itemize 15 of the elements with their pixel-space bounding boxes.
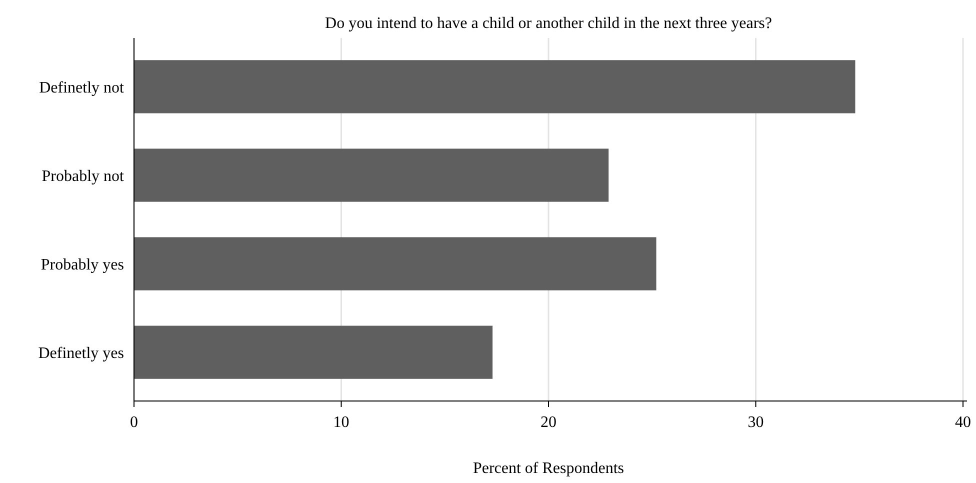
x-tick-label: 10 — [333, 414, 350, 431]
x-tick-label: 40 — [955, 414, 971, 431]
x-axis-title: Percent of Respondents — [472, 460, 624, 477]
y-tick-label: Definetly not — [39, 79, 125, 96]
x-tick-label: 0 — [130, 414, 138, 431]
y-tick-label: Definetly yes — [38, 344, 124, 362]
bar — [134, 148, 609, 202]
bar — [134, 326, 493, 379]
x-tick-label: 20 — [540, 414, 556, 431]
y-tick-label: Probably yes — [40, 256, 124, 274]
bar — [134, 237, 656, 290]
y-tick-label: Probably not — [42, 168, 125, 185]
bar — [134, 60, 856, 114]
chart-title: Do you intend to have a child or another child in the next three years? — [325, 15, 772, 32]
x-tick-label: 30 — [748, 414, 764, 431]
